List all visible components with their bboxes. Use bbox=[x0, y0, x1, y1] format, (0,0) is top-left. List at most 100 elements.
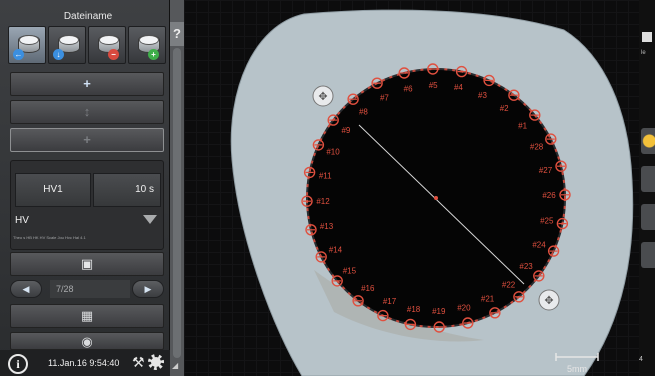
indent-marker[interactable] bbox=[462, 317, 474, 329]
disk-delete-icon bbox=[98, 35, 120, 53]
indent-marker-label: #15 bbox=[343, 267, 357, 276]
scale-bar-label: 5mm bbox=[567, 364, 587, 374]
indent-marker-label: #24 bbox=[532, 241, 546, 250]
indent-marker-label: #19 bbox=[432, 307, 446, 316]
date-time: 11.Jan.16 9:54:40 bbox=[48, 358, 120, 368]
image-count: 7/28 bbox=[50, 280, 130, 298]
indent-marker-label: #12 bbox=[316, 197, 330, 206]
indent-marker[interactable] bbox=[508, 89, 520, 101]
indent-marker[interactable] bbox=[352, 295, 364, 307]
indent-marker[interactable] bbox=[427, 63, 439, 75]
indent-marker[interactable] bbox=[489, 307, 501, 319]
indent-marker[interactable] bbox=[371, 77, 383, 89]
indent-marker-label: #6 bbox=[404, 85, 413, 94]
indent-marker[interactable] bbox=[483, 74, 495, 87]
help-icon[interactable]: ? bbox=[170, 22, 184, 46]
filename-title: Dateiname bbox=[63, 11, 113, 22]
overlay-toggle-button[interactable]: ◉ bbox=[10, 332, 164, 350]
indent-marker[interactable] bbox=[555, 160, 567, 172]
add-point-button[interactable]: + bbox=[10, 72, 164, 96]
scale-select-value: HV bbox=[15, 215, 29, 226]
indent-marker[interactable] bbox=[398, 67, 410, 79]
indent-markers: #1 #2 #3 #4 #5 #6 #7 #8 #9 #10 #11 #12 #13 #14 #15 #16 #… bbox=[301, 63, 571, 333]
indent-marker[interactable] bbox=[315, 251, 327, 263]
info-icon[interactable]: i bbox=[8, 354, 28, 374]
microscope-image[interactable]: #1 #2 #3 #4 #5 #6 #7 #8 #9 #10 #11 #12 #13 #14 #15 #16 #… bbox=[184, 0, 639, 376]
capture-image-button[interactable]: ▣ bbox=[10, 252, 164, 276]
indent-marker[interactable] bbox=[556, 217, 569, 230]
indent-marker[interactable] bbox=[377, 309, 389, 322]
indent-marker[interactable] bbox=[533, 270, 545, 282]
crosshair-plus-icon: + bbox=[83, 76, 91, 91]
conversion-note: Theo s HB HK HV Scale Jou Hvc Hal 4.1 bbox=[13, 235, 86, 240]
move-point-button[interactable]: ↕ bbox=[10, 100, 164, 124]
indent-marker[interactable] bbox=[305, 224, 317, 236]
indent-marker[interactable] bbox=[455, 65, 468, 78]
move-handle-top[interactable]: ✥ bbox=[312, 85, 334, 107]
light-tool-button[interactable] bbox=[641, 204, 655, 230]
indent-marker[interactable] bbox=[312, 139, 325, 151]
file-button-row: ← ↓ − + bbox=[8, 26, 166, 64]
indent-marker[interactable] bbox=[545, 133, 557, 145]
indent-marker-label: #13 bbox=[320, 222, 334, 231]
camera-icon: ▣ bbox=[80, 256, 94, 271]
previous-image-button[interactable]: ◀︎ bbox=[10, 280, 42, 298]
resize-handle-icon[interactable]: ◢ bbox=[172, 361, 179, 370]
indent-marker[interactable] bbox=[331, 275, 343, 287]
indent-marker-label: #21 bbox=[481, 295, 495, 304]
disk-save-icon bbox=[58, 35, 80, 53]
indent-marker[interactable] bbox=[559, 189, 571, 201]
file-add-button[interactable]: + bbox=[128, 26, 166, 64]
indent-marker[interactable] bbox=[529, 109, 541, 121]
indent-marker[interactable] bbox=[404, 318, 417, 331]
file-save-button[interactable]: ↓ bbox=[48, 26, 86, 64]
grid-view-button[interactable]: ▦ bbox=[10, 304, 164, 328]
indent-marker-label: #2 bbox=[500, 104, 509, 113]
test-settings-box: HV1 10 s HV Theo s HB HK HV Scale Jou Hv… bbox=[10, 160, 164, 250]
file-back-button[interactable]: ← bbox=[8, 26, 46, 64]
disk-back-icon bbox=[18, 35, 40, 53]
crosshair-icon: + bbox=[83, 132, 91, 147]
file-delete-button[interactable]: − bbox=[88, 26, 126, 64]
indent-marker[interactable] bbox=[547, 245, 560, 257]
center-point bbox=[434, 196, 438, 200]
gear-icon[interactable] bbox=[148, 354, 164, 370]
indent-marker[interactable] bbox=[301, 195, 313, 207]
indent-marker[interactable] bbox=[347, 93, 359, 105]
right-toolbar: le 4 bbox=[639, 0, 655, 376]
indent-marker-label: #5 bbox=[429, 81, 438, 90]
minus-icon: − bbox=[108, 49, 119, 60]
measure-tool-button[interactable] bbox=[641, 128, 655, 154]
scale-select[interactable]: HV bbox=[15, 211, 161, 231]
specimen-canvas[interactable]: #1 #2 #3 #4 #5 #6 #7 #8 #9 #10 #11 #12 #13 #14 #15 #16 #… bbox=[184, 0, 639, 376]
arrow-left-icon: ← bbox=[13, 49, 24, 60]
dwell-time-field[interactable]: 10 s bbox=[93, 173, 161, 207]
indent-marker-label: #10 bbox=[326, 148, 340, 157]
indent-marker[interactable] bbox=[513, 291, 525, 303]
scrollbar-thumb[interactable] bbox=[173, 48, 181, 358]
indent-marker-label: #20 bbox=[457, 304, 471, 313]
indent-marker-label: #14 bbox=[329, 246, 343, 255]
right-toolbar-number: 4 bbox=[639, 356, 643, 363]
plus-icon: + bbox=[148, 49, 159, 60]
indent-marker[interactable] bbox=[433, 321, 445, 333]
delete-point-button[interactable]: + bbox=[10, 128, 164, 152]
indent-marker-label: #25 bbox=[540, 216, 554, 225]
hv-method-button[interactable]: HV1 bbox=[15, 173, 91, 207]
wrench-icon[interactable]: ⚒ bbox=[132, 354, 145, 370]
indent-marker-label: #23 bbox=[519, 262, 533, 271]
control-panel: Dateiname ← ↓ − + + ↕ + HV1 10 s HV bbox=[0, 0, 170, 376]
move-handle-bottom[interactable]: ✥ bbox=[538, 289, 560, 311]
indent-marker-label: #11 bbox=[319, 172, 332, 181]
zoom-tool-button[interactable] bbox=[641, 166, 655, 192]
eye-icon: ◉ bbox=[81, 334, 93, 349]
indent-marker-label: #3 bbox=[478, 91, 487, 100]
clipboard-tool-button[interactable] bbox=[641, 242, 655, 268]
next-image-button[interactable]: ▶︎ bbox=[132, 280, 164, 298]
indent-marker[interactable] bbox=[327, 114, 339, 126]
home-icon[interactable] bbox=[642, 32, 652, 42]
panel-scrollbar[interactable]: ? ◢ bbox=[170, 0, 184, 376]
indent-marker-label: #16 bbox=[361, 284, 375, 293]
indent-marker-label: #27 bbox=[539, 166, 553, 175]
indent-marker[interactable] bbox=[303, 166, 316, 179]
